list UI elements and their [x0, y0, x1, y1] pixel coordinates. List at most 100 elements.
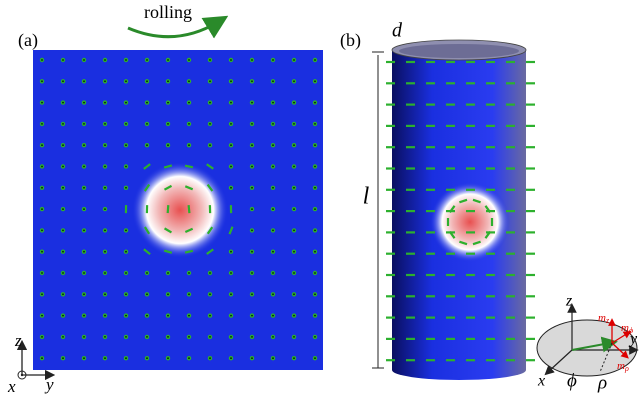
spin-core [62, 187, 64, 189]
spin-core [62, 102, 64, 104]
spin-core [104, 59, 106, 61]
spin-core [104, 272, 106, 274]
spin-core [62, 59, 64, 61]
spin-core [230, 357, 232, 359]
spin-core [251, 123, 253, 125]
spin-core [125, 80, 127, 82]
spin-core [146, 272, 148, 274]
spin-core [272, 59, 274, 61]
spin-core [104, 315, 106, 317]
spin-arrow [189, 205, 190, 213]
spin-core [83, 251, 85, 253]
spin-core [41, 272, 43, 274]
inset-label: ρ [597, 372, 607, 393]
figure: (a) rolling z x y (b) d l z y x ϕ ρ mz m… [0, 0, 641, 400]
spin-core [230, 102, 232, 104]
spin-core [272, 208, 274, 210]
spin-core [293, 315, 295, 317]
spin-core [251, 59, 253, 61]
spin-core [188, 123, 190, 125]
spin-core [167, 80, 169, 82]
spin-core [188, 144, 190, 146]
spin-core [272, 357, 274, 359]
spin-core [251, 251, 253, 253]
spin-core [293, 102, 295, 104]
spin-core [209, 293, 211, 295]
spin-core [230, 80, 232, 82]
spin-core [104, 144, 106, 146]
spin-core [272, 102, 274, 104]
spin-core [125, 187, 127, 189]
spin-core [251, 166, 253, 168]
spin-core [293, 208, 295, 210]
spin-core [41, 166, 43, 168]
spin-core [146, 293, 148, 295]
spin-core [83, 102, 85, 104]
rolling-label: rolling [144, 2, 192, 22]
spin-core [62, 315, 64, 317]
spin-core [125, 123, 127, 125]
inset-label: ϕ [567, 370, 577, 391]
rolling-arrow [128, 22, 218, 37]
spin-core [167, 123, 169, 125]
spin-core [314, 293, 316, 295]
spin-core [251, 187, 253, 189]
spin-core [41, 144, 43, 146]
spin-core [314, 208, 316, 210]
spin-core [146, 59, 148, 61]
spin-core [167, 272, 169, 274]
spin-core [125, 102, 127, 104]
spin-core [293, 187, 295, 189]
spin-core [230, 272, 232, 274]
spin-core [293, 230, 295, 232]
spin-core [41, 315, 43, 317]
spin-core [41, 336, 43, 338]
inset-label: x [537, 373, 545, 390]
spin-core [272, 336, 274, 338]
spin-core [314, 272, 316, 274]
spin-core [62, 123, 64, 125]
spin-core [272, 166, 274, 168]
spin-core [272, 80, 274, 82]
spin-core [272, 272, 274, 274]
spin-core [167, 293, 169, 295]
spin-core [314, 251, 316, 253]
spin-core [293, 357, 295, 359]
spin-core [104, 166, 106, 168]
spin-core [62, 251, 64, 253]
spin-core [293, 272, 295, 274]
spin-core [188, 336, 190, 338]
spin-core [83, 80, 85, 82]
spin-core [188, 293, 190, 295]
spin-core [83, 123, 85, 125]
spin-core [62, 293, 64, 295]
spin-core [104, 357, 106, 359]
panel-label: (a) [18, 30, 38, 51]
spin-core [104, 102, 106, 104]
spin-core [104, 123, 106, 125]
spin-core [41, 123, 43, 125]
inset-label: z [565, 293, 573, 310]
spin-core [125, 251, 127, 253]
spin-core [146, 123, 148, 125]
spin-core [167, 102, 169, 104]
spin-core [293, 293, 295, 295]
spin-core [125, 315, 127, 317]
spin-core [125, 293, 127, 295]
spin-core [41, 251, 43, 253]
spin-core [125, 166, 127, 168]
spin-core [251, 315, 253, 317]
spin-core [62, 357, 64, 359]
skyrmion [430, 182, 510, 262]
spin-core [209, 336, 211, 338]
spin-core [146, 102, 148, 104]
spin-core [146, 336, 148, 338]
spin-core [83, 59, 85, 61]
spin-core [83, 293, 85, 295]
spin-core [272, 251, 274, 253]
spin-core [209, 123, 211, 125]
spin-core [83, 336, 85, 338]
spin-core [230, 144, 232, 146]
spin-core [146, 80, 148, 82]
spin-core [125, 144, 127, 146]
